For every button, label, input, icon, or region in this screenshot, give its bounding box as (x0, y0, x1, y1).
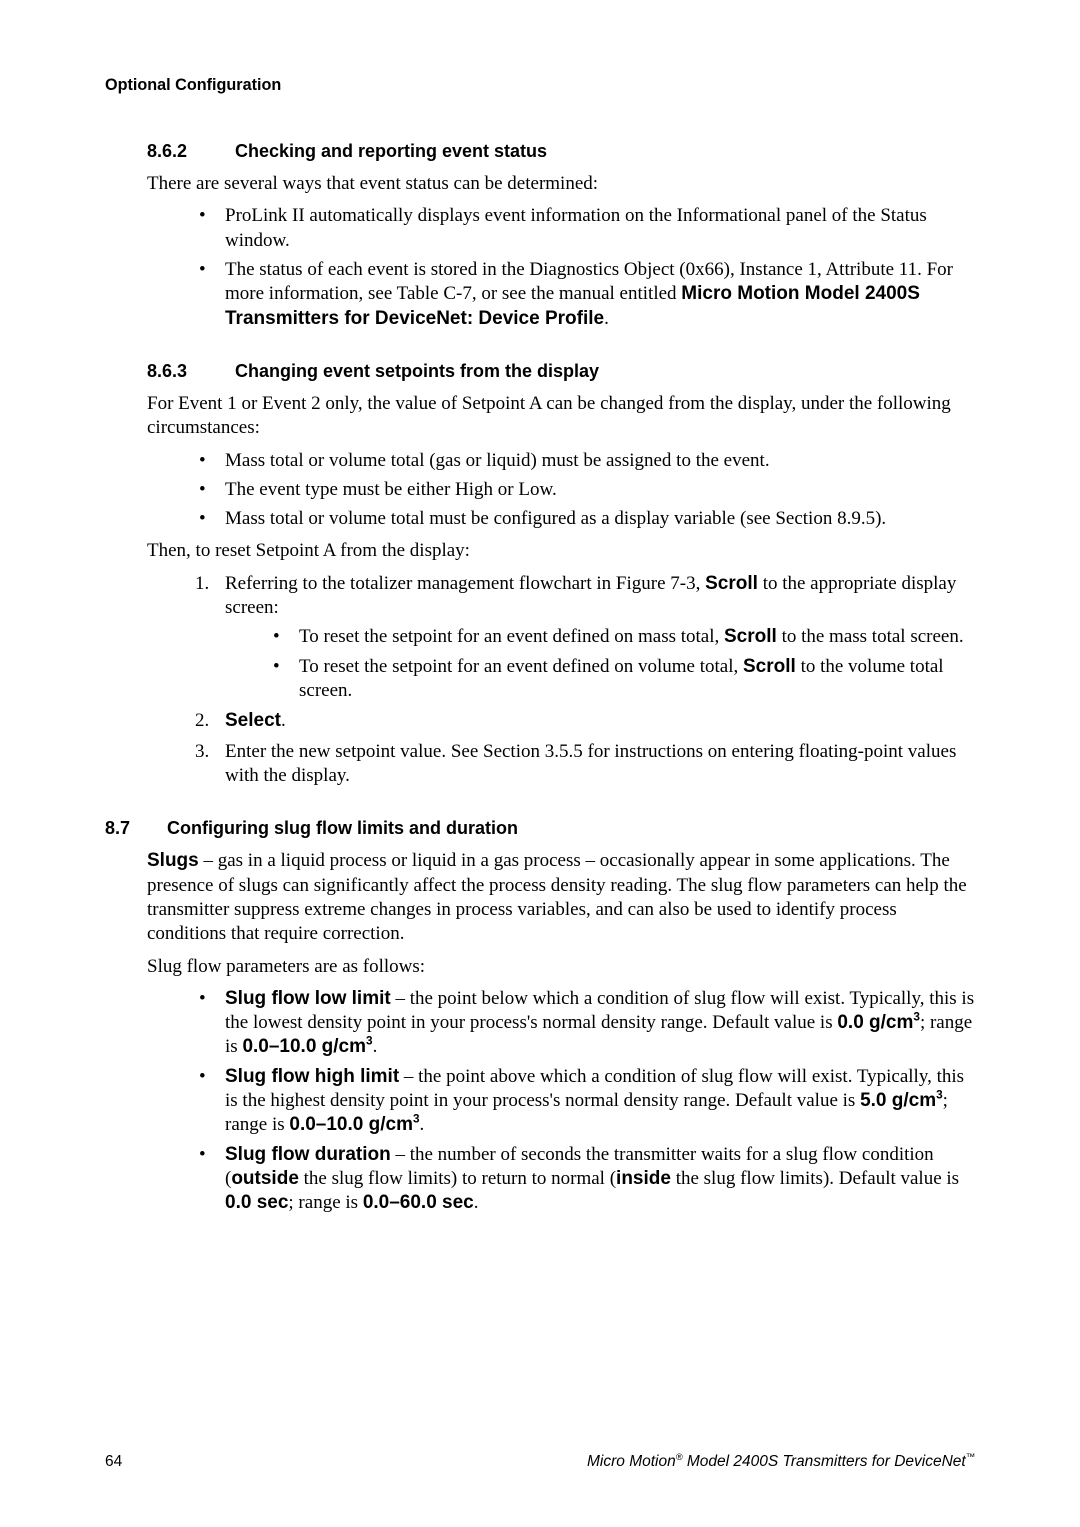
section-title: Checking and reporting event status (235, 141, 547, 162)
term-inside: inside (616, 1168, 671, 1189)
bullet-list: To reset the setpoint for an event defin… (269, 625, 975, 703)
paragraph: Slug flow parameters are as follows: (147, 955, 975, 979)
list-item: ProLink II automatically displays event … (195, 204, 975, 253)
text: to the mass total screen. (777, 626, 964, 647)
section-862-heading: 8.6.2 Checking and reporting event statu… (147, 141, 975, 162)
text: . (373, 1036, 378, 1057)
term: Slug flow high limit (225, 1066, 399, 1087)
page: Optional Configuration 8.6.2 Checking an… (0, 0, 1080, 1527)
value: 5.0 g/cm (860, 1090, 936, 1111)
list-item: Referring to the totalizer management fl… (195, 572, 975, 704)
list-item: Slug flow duration – the number of secon… (195, 1143, 975, 1216)
term: Slug flow duration (225, 1144, 391, 1165)
list-item: To reset the setpoint for an event defin… (269, 655, 975, 704)
text: . (604, 308, 609, 329)
list-item: To reset the setpoint for an event defin… (269, 625, 975, 649)
section-number: 8.7 (105, 818, 167, 839)
scroll-label: Scroll (743, 656, 796, 677)
term: Slug flow low limit (225, 988, 391, 1009)
page-number: 64 (105, 1453, 122, 1471)
section-number: 8.6.3 (147, 361, 235, 382)
section-title: Changing event setpoints from the displa… (235, 361, 599, 382)
list-item: The event type must be either High or Lo… (195, 478, 975, 502)
list-item: Slug flow high limit – the point above w… (195, 1065, 975, 1138)
text: Enter the new setpoint value. See Sectio… (225, 741, 956, 786)
scroll-label: Scroll (724, 626, 777, 647)
text: To reset the setpoint for an event defin… (299, 656, 743, 677)
text: – gas in a liquid process or liquid in a… (147, 850, 967, 944)
text: The event type must be either High or Lo… (225, 479, 557, 500)
term-slugs: Slugs (147, 850, 199, 871)
list-item: Select. (195, 709, 975, 733)
term-outside: outside (231, 1168, 299, 1189)
text: . (281, 710, 286, 731)
bullet-list: ProLink II automatically displays event … (195, 204, 975, 331)
text: ; range is (288, 1192, 362, 1213)
text: the slug flow limits) to return to norma… (299, 1168, 616, 1189)
value: 0.0 sec (225, 1192, 288, 1213)
text: . (474, 1192, 479, 1213)
scroll-label: Scroll (705, 573, 758, 594)
section-title: Configuring slug flow limits and duratio… (167, 818, 518, 839)
list-item: Mass total or volume total (gas or liqui… (195, 449, 975, 473)
value: 0.0 g/cm (837, 1012, 913, 1033)
bullet-list: Mass total or volume total (gas or liqui… (195, 449, 975, 532)
section-87-heading: 8.7 Configuring slug flow limits and dur… (105, 818, 975, 839)
ordered-list: Referring to the totalizer management fl… (195, 572, 975, 789)
list-item: Enter the new setpoint value. See Sectio… (195, 740, 975, 789)
section-number: 8.6.2 (147, 141, 235, 162)
paragraph: Slugs – gas in a liquid process or liqui… (147, 849, 975, 946)
list-item: The status of each event is stored in th… (195, 258, 975, 331)
running-head: Optional Configuration (105, 76, 975, 95)
value: 0.0–10.0 g/cm (289, 1114, 413, 1135)
value: 0.0–10.0 g/cm (242, 1036, 366, 1057)
text: Mass total or volume total must be confi… (225, 508, 886, 529)
list-item: Slug flow low limit – the point below wh… (195, 987, 975, 1060)
value: 0.0–60.0 sec (363, 1192, 474, 1213)
text: Referring to the totalizer management fl… (225, 573, 705, 594)
text: Micro Motion (587, 1453, 676, 1470)
text: ProLink II automatically displays event … (225, 205, 927, 250)
text: To reset the setpoint for an event defin… (299, 626, 724, 647)
paragraph: Then, to reset Setpoint A from the displ… (147, 539, 975, 563)
paragraph: For Event 1 or Event 2 only, the value o… (147, 392, 975, 441)
trademark: ™ (966, 1452, 975, 1462)
text: . (420, 1114, 425, 1135)
text: Model 2400S Transmitters for DeviceNet (683, 1453, 966, 1470)
page-footer: 64 Micro Motion® Model 2400S Transmitter… (105, 1453, 975, 1471)
text: Mass total or volume total (gas or liqui… (225, 450, 770, 471)
list-item: Mass total or volume total must be confi… (195, 507, 975, 531)
paragraph: There are several ways that event status… (147, 172, 975, 196)
registered-mark: ® (676, 1452, 683, 1462)
select-label: Select (225, 710, 281, 731)
section-863-heading: 8.6.3 Changing event setpoints from the … (147, 361, 975, 382)
bullet-list: Slug flow low limit – the point below wh… (195, 987, 975, 1216)
text: the slug flow limits). Default value is (671, 1168, 959, 1189)
product-footer: Micro Motion® Model 2400S Transmitters f… (587, 1453, 975, 1471)
